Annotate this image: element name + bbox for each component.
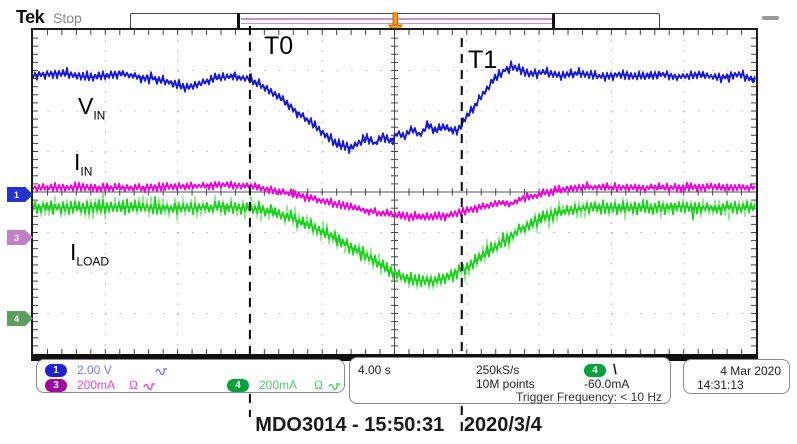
graticule xyxy=(31,28,758,361)
annotation-label-t1: T1 xyxy=(468,46,498,74)
record-length: 10M points xyxy=(476,377,535,391)
menu-dash-icon xyxy=(762,16,779,20)
tek-logo: Tek xyxy=(16,7,45,27)
coupling-waveform-icon xyxy=(143,378,156,392)
ch4-ground-marker-icon: 4 xyxy=(7,311,33,326)
channel-4-scale: 200mA xyxy=(259,378,298,392)
caption-date: 2020/3/4 xyxy=(463,414,542,436)
timebase-scale: 4.00 s xyxy=(358,363,391,377)
acq-window-left-bracket-icon xyxy=(237,13,240,28)
channel-1-scale: 2.00 V xyxy=(77,363,112,377)
impedance-ohm-icon: Ω xyxy=(129,378,138,392)
trace-label-iload: ILOAD xyxy=(70,239,110,269)
datetime-box: 4 Mar 2020 14:31:13 xyxy=(683,359,790,394)
acquisition-status: Stop xyxy=(53,10,82,26)
channel-3-scale: 200mA xyxy=(77,378,116,392)
timebase-trigger-box: 4.00 s 250kS/s 10M points 4 \ -60.0mA Tr… xyxy=(349,357,671,404)
sample-rate: 250kS/s xyxy=(476,363,520,377)
trigger-source-badge: 4 xyxy=(584,364,606,377)
trigger-level: -60.0mA xyxy=(584,377,630,391)
impedance-ohm-icon: Ω xyxy=(314,378,323,392)
trigger-slope-icon: \ xyxy=(613,361,617,377)
ch3-ground-marker-icon: 3 xyxy=(7,230,33,245)
ch1-ground-marker-icon: 1 xyxy=(7,187,33,202)
coupling-waveform-icon xyxy=(155,363,168,377)
channel-readout-box: 1 2.00 V 3 200mA Ω 4 200mA Ω xyxy=(36,359,345,393)
date-readout: 4 Mar 2020 xyxy=(720,364,781,378)
annotation-label-t0: T0 xyxy=(264,32,294,60)
acq-window-right-bracket-icon xyxy=(552,13,555,28)
channel-4-badge: 4 xyxy=(227,379,249,392)
figure-caption: MDO3014 - 15:50:31 2020/3/4 xyxy=(0,414,797,437)
trace-label-iin: IIN xyxy=(74,149,93,179)
channel-3-badge: 3 xyxy=(45,379,67,392)
caption-model-time: MDO3014 - 15:50:31 xyxy=(255,414,445,436)
trace-label-vin: VIN xyxy=(78,93,106,123)
trigger-frequency: Trigger Frequency: < 10 Hz xyxy=(516,390,662,404)
channel-1-badge: 1 xyxy=(45,364,67,377)
waveform-plot xyxy=(33,30,756,354)
coupling-waveform-icon xyxy=(328,378,341,392)
time-readout: 14:31:13 xyxy=(697,378,744,392)
